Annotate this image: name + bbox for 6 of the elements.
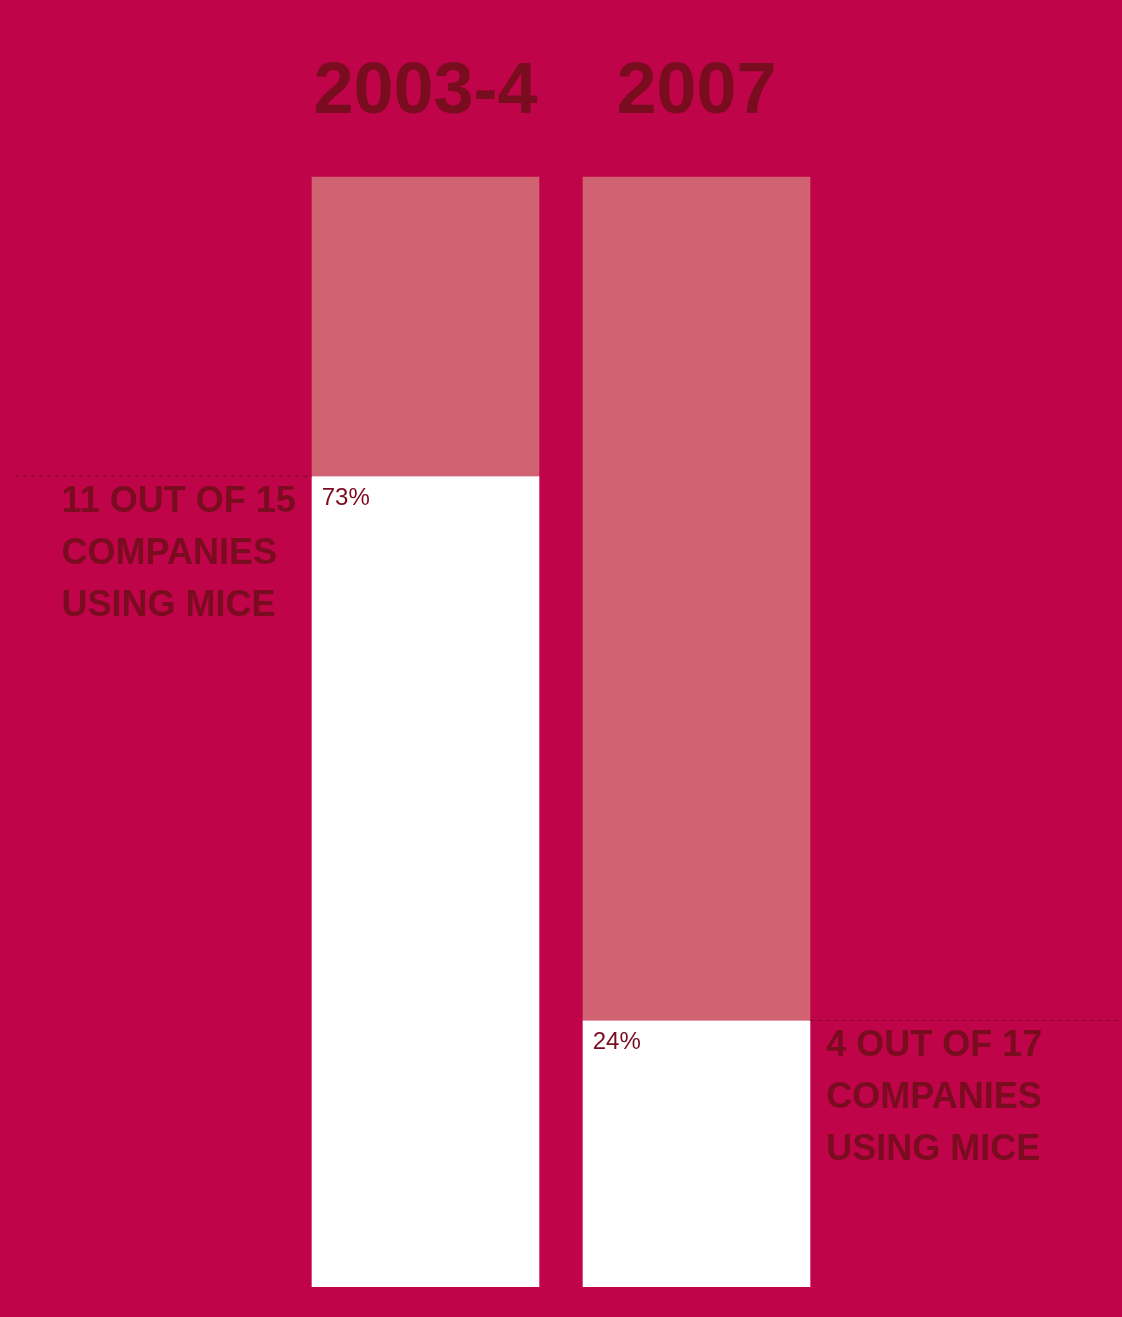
x-tick-label: 2007 <box>616 48 777 129</box>
annotation: 4 OUT OF 17 COMPANIES USING MICE <box>826 1023 1043 1169</box>
x-tick-label: 2003-4 <box>313 48 538 129</box>
data-label: 73% <box>321 482 370 510</box>
annotation: 11 OUT OF 15 COMPANIES USING MICE <box>61 479 296 625</box>
data-label: 24% <box>592 1027 641 1055</box>
